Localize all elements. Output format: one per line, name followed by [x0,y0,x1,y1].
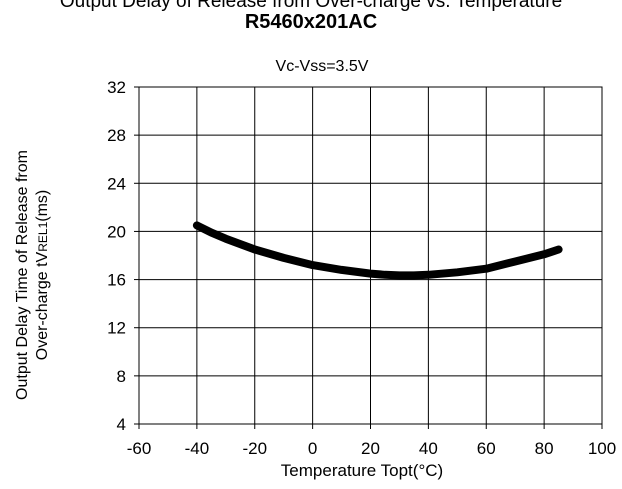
y-tick-label: 4 [117,415,126,434]
series-group [192,221,563,280]
y-axis-label: Output Delay Time of Release from Over-c… [14,150,51,400]
x-axis-label: Temperature Topt(°C) [281,461,443,480]
x-tick-label: -20 [242,439,267,458]
x-tick-label: 80 [535,439,554,458]
y-axis-label-line-2: Over-charge tVREL1(ms) [34,190,51,361]
y-axis-label-subscript: REL1 [36,221,50,251]
partial-chart-title: Output Delay of Release from Over-charge… [59,0,563,12]
x-tick-label: 20 [361,439,380,458]
chart-subtitle: Vc-Vss=3.5V [276,58,369,75]
y-axis-label-suffix: (ms) [34,190,51,222]
x-axis-ticks: -60 -40 -20 0 20 40 60 80 100 [127,424,616,458]
x-tick-label: 60 [477,439,496,458]
series-line [192,221,563,280]
y-tick-label: 32 [107,78,126,97]
y-tick-label: 12 [107,319,126,338]
x-tick-label: -60 [127,439,152,458]
x-tick-label: -40 [185,439,210,458]
y-tick-label: 24 [107,174,126,193]
x-tick-label: 100 [588,439,616,458]
chart-title: R5460x201AC [244,11,378,33]
y-tick-label: 16 [107,271,126,290]
x-tick-label: 0 [308,439,317,458]
y-tick-label: 28 [107,126,126,145]
y-tick-label: 20 [107,222,126,241]
x-tick-label: 40 [419,439,438,458]
y-axis-label-prefix: Over-charge tV [34,251,51,360]
y-axis-label-line-1: Output Delay Time of Release from [14,150,31,400]
y-tick-label: 8 [117,367,126,386]
y-axis-ticks: 4 8 12 16 20 24 28 32 [107,78,139,434]
